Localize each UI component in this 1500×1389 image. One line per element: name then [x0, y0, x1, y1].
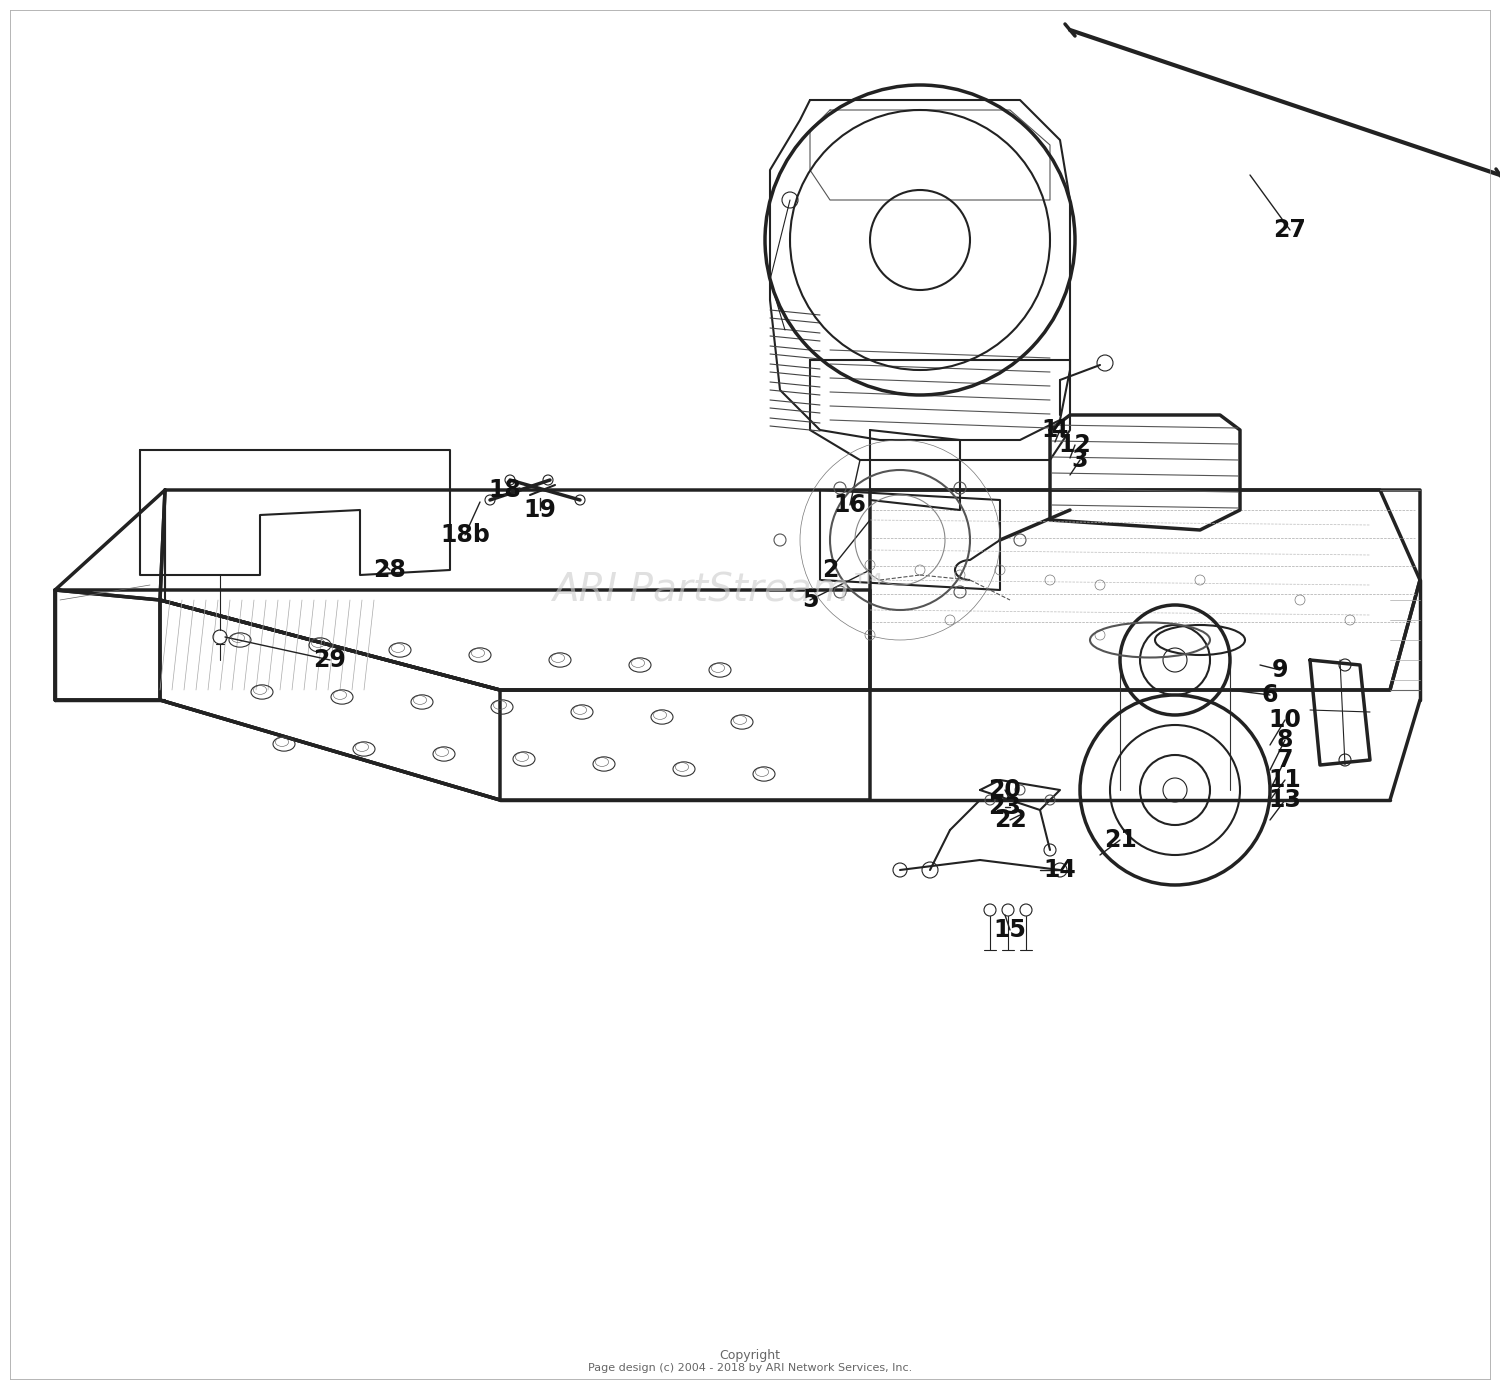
Text: 9: 9	[1272, 658, 1288, 682]
Text: 21: 21	[1104, 828, 1137, 851]
Text: Page design (c) 2004 - 2018 by ARI Network Services, Inc.: Page design (c) 2004 - 2018 by ARI Netwo…	[588, 1363, 912, 1372]
Text: 4: 4	[1052, 418, 1068, 442]
Text: 7: 7	[1276, 749, 1293, 772]
Text: 14: 14	[1044, 858, 1077, 882]
Text: 29: 29	[314, 649, 346, 672]
Text: 20: 20	[988, 778, 1022, 801]
Text: 16: 16	[834, 493, 867, 517]
Text: 11: 11	[1269, 768, 1302, 792]
Text: ARI PartStream™: ARI PartStream™	[552, 571, 888, 608]
Text: 10: 10	[1269, 708, 1302, 732]
Text: 6: 6	[1262, 683, 1278, 707]
Text: 28: 28	[374, 558, 406, 582]
Text: 5: 5	[801, 588, 819, 613]
Text: 18: 18	[489, 478, 522, 501]
Text: 13: 13	[1269, 788, 1302, 813]
Text: 22: 22	[993, 808, 1026, 832]
Text: 19: 19	[524, 499, 556, 522]
Text: 1: 1	[1042, 418, 1058, 442]
Text: 12: 12	[1059, 433, 1092, 457]
Text: 3: 3	[1071, 449, 1088, 472]
Text: 8: 8	[1276, 728, 1293, 751]
Text: 23: 23	[988, 795, 1022, 820]
Text: 18b: 18b	[440, 524, 491, 547]
Text: 27: 27	[1274, 218, 1306, 242]
Text: Copyright: Copyright	[720, 1349, 780, 1361]
Text: 15: 15	[993, 918, 1026, 942]
Text: 2: 2	[822, 558, 839, 582]
